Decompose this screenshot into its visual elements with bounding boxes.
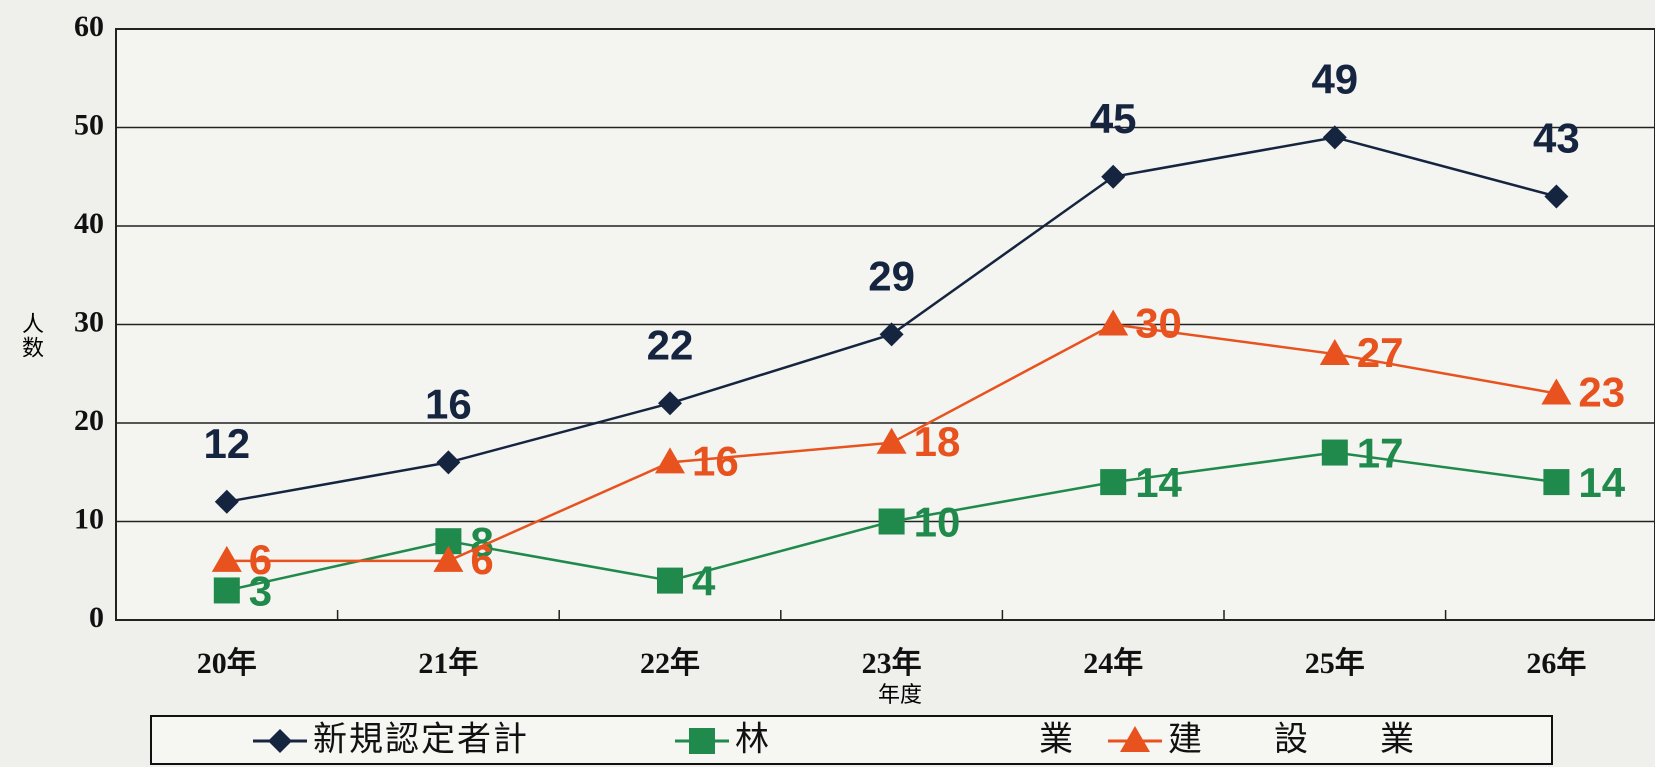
x-tick-label: 23年 [862,647,922,680]
data-label: 3 [249,568,272,615]
data-label: 10 [914,499,961,546]
x-tick-label: 22年 [640,647,700,680]
marker [1541,378,1572,405]
y-tick-label: 50 [74,108,104,141]
legend-label: 新規認定者計 [313,720,529,760]
y-tick-label: 0 [89,601,104,634]
marker [1120,726,1150,752]
data-label: 30 [1135,300,1182,347]
y-axis-label: 人数 [18,312,44,360]
x-axis-label: 年度 [878,683,922,708]
marker [1544,184,1569,209]
data-label: 8 [470,518,493,565]
marker [657,567,683,594]
x-tick-label: 20年 [197,647,257,680]
data-label: 43 [1533,115,1580,162]
marker [1100,469,1127,496]
marker [211,545,242,572]
marker [1101,164,1126,189]
data-label: 6 [470,536,493,583]
data-label: 49 [1311,55,1358,102]
y-tick-label: 60 [74,10,104,43]
marker [878,508,905,535]
marker [879,322,904,347]
marker [433,545,464,572]
marker [436,450,461,475]
marker [1543,469,1570,496]
data-label: 16 [425,380,472,427]
y-tick-label: 40 [74,207,104,240]
marker [658,391,682,416]
data-label: 22 [647,321,694,368]
marker [268,729,292,753]
y-tick-label: 10 [74,502,104,535]
data-label: 14 [1578,459,1625,506]
legend-label: 林業 [735,720,1343,760]
marker [1319,339,1350,366]
data-label: 12 [203,420,250,467]
data-label: 23 [1578,369,1625,416]
x-tick-label: 21年 [418,647,478,680]
y-tick-label: 20 [74,404,104,437]
marker [1098,309,1129,336]
legend-label: 建設業 [1168,720,1486,760]
x-tick-label: 26年 [1526,647,1586,680]
marker [1321,439,1348,466]
legend [150,715,1553,765]
x-tick-label: 25年 [1305,647,1365,680]
marker [876,427,907,454]
data-label: 29 [868,252,915,299]
y-tick-label: 30 [74,305,104,338]
marker [213,577,240,604]
data-label: 6 [249,536,272,583]
data-label: 14 [1135,459,1182,506]
data-label: 27 [1357,329,1404,376]
data-label: 16 [692,437,739,484]
marker [655,447,685,474]
data-label: 18 [914,418,961,465]
marker [1322,125,1347,150]
data-label: 17 [1357,430,1404,477]
marker [689,728,715,754]
marker [214,489,239,514]
x-tick-label: 24年 [1083,647,1143,680]
data-label: 4 [692,558,716,605]
data-label: 45 [1090,95,1137,142]
